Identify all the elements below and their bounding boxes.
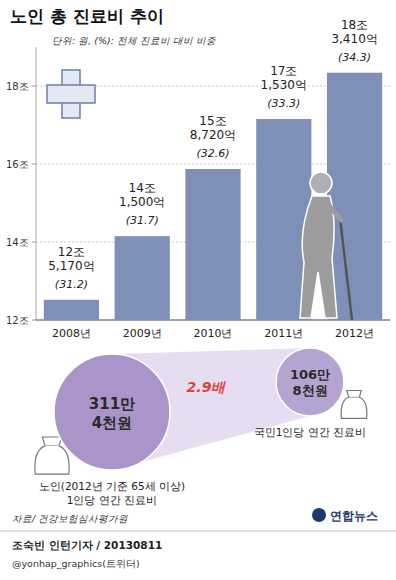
data-label: 14조1,500억	[119, 181, 165, 209]
text-line: 4천원	[92, 414, 132, 432]
text-line: (31.7)	[126, 214, 159, 227]
bar	[44, 300, 99, 320]
bag-body	[35, 445, 69, 474]
data-label: 311만4천원	[89, 395, 135, 432]
category-label: 국민1인당 연간 진료비	[254, 426, 366, 438]
text-line: 12조	[6, 315, 29, 326]
category-label: 2008년	[52, 327, 91, 340]
share-label: (32.6)	[196, 147, 229, 160]
chart-canvas: 노인 총 진료비 추이단위: 원, (%): 전체 진료비 대비 비중 12조 14…	[0, 0, 396, 580]
text-line: 8천원	[292, 383, 327, 398]
tick-label: 14조	[6, 237, 29, 248]
text-line: 15조	[199, 114, 226, 128]
category-label: 2010년	[194, 327, 233, 340]
bar	[327, 73, 382, 320]
share-label: (33.3)	[267, 97, 300, 110]
twitter: @yonhap_graphics(트위터)	[12, 558, 140, 569]
cross-bar	[62, 70, 80, 118]
text-line: 311만	[89, 395, 135, 413]
category-label: 2011년	[264, 327, 303, 340]
cane	[340, 218, 352, 320]
tick-mark	[32, 164, 36, 165]
text-line: 자료/ 건강보험심사평가원	[12, 513, 128, 524]
text-line: 2.9배	[187, 379, 227, 395]
tick-label: 16조	[6, 159, 29, 170]
text-line: 18조	[6, 81, 29, 92]
text-line: 1,500억	[119, 195, 165, 209]
text-line: 5,170억	[48, 259, 94, 273]
text-line: 노인(2012년 기준 65세 이상)	[39, 480, 185, 492]
bar	[115, 236, 170, 320]
y-axis	[36, 47, 37, 320]
text-line: 2009년	[123, 327, 162, 340]
tick-mark	[32, 242, 36, 243]
ratio-label: 2.9배	[187, 379, 227, 395]
data-label: 18조3,410억	[331, 18, 377, 46]
body	[300, 196, 337, 318]
bag-knot	[42, 437, 61, 445]
bubble	[54, 354, 170, 470]
text-line: 2008년	[52, 327, 91, 340]
credit: 조숙빈 인턴기자 / 20130811	[12, 539, 162, 551]
text-line: 2010년	[194, 327, 233, 340]
text-line: 17조	[270, 64, 297, 78]
elderly-figure	[300, 172, 352, 320]
cross-bar	[47, 85, 95, 103]
head	[310, 172, 332, 194]
subtitle: 단위: 원, (%): 전체 진료비 대비 비중	[52, 35, 216, 46]
logo: 연합뉴스	[330, 509, 378, 523]
share-label: (34.3)	[338, 51, 371, 64]
text-line: 조숙빈 인턴기자 / 20130811	[12, 539, 162, 551]
text-line: 14조	[6, 237, 29, 248]
bubble	[276, 348, 344, 416]
data-label: 15조8,720억	[190, 114, 236, 142]
footer-rule	[0, 531, 396, 532]
tick-mark	[32, 320, 36, 321]
text-line: 2012년	[335, 327, 374, 340]
bar	[185, 169, 240, 320]
text-line: 국민1인당 연간 진료비	[254, 426, 366, 438]
source: 자료/ 건강보험심사평가원	[12, 513, 128, 524]
cross-core	[63, 86, 79, 102]
tick-label: 12조	[6, 315, 29, 326]
share-label: (31.7)	[126, 214, 159, 227]
bag-knot	[347, 391, 361, 397]
text-line: 연합뉴스	[330, 509, 378, 523]
tick-label: 18조	[6, 81, 29, 92]
text-line: 1,530억	[261, 78, 307, 92]
category-label: 2012년	[335, 327, 374, 340]
text-line: (34.3)	[338, 51, 371, 64]
text-line: 1인당 연간 진료비	[67, 494, 157, 506]
data-label: 17조1,530억	[261, 64, 307, 92]
title: 노인 총 진료비 추이	[10, 6, 164, 26]
text-line: 12조	[58, 245, 85, 259]
text-line: 18조	[341, 18, 368, 32]
text-line: (33.3)	[267, 97, 300, 110]
category-label: 노인(2012년 기준 65세 이상) 1인당 연간 진료비	[39, 480, 185, 506]
text-line: (31.2)	[55, 278, 88, 291]
data-label: 106만8천원	[290, 367, 330, 398]
text-line: 106만	[290, 367, 330, 382]
text-line: (32.6)	[196, 147, 229, 160]
logo-mark	[312, 508, 326, 522]
text-line: 16조	[6, 159, 29, 170]
text-line: 2011년	[264, 327, 303, 340]
text-line: 8,720억	[190, 128, 236, 142]
text-line: @yonhap_graphics(트위터)	[12, 558, 140, 569]
share-label: (31.2)	[55, 278, 88, 291]
arm	[328, 204, 341, 220]
money-bag	[341, 391, 367, 419]
category-label: 2009년	[123, 327, 162, 340]
text-line: 3,410억	[331, 32, 377, 46]
text-line: 노인 총 진료비 추이	[10, 6, 164, 26]
text-line: 14조	[129, 181, 156, 195]
bars	[44, 73, 382, 320]
bag-body	[341, 397, 367, 419]
cross-icon	[47, 70, 95, 118]
data-label: 12조5,170억	[48, 245, 94, 273]
tick-mark	[32, 86, 36, 87]
text-line: 단위: 원, (%): 전체 진료비 대비 비중	[52, 35, 216, 46]
